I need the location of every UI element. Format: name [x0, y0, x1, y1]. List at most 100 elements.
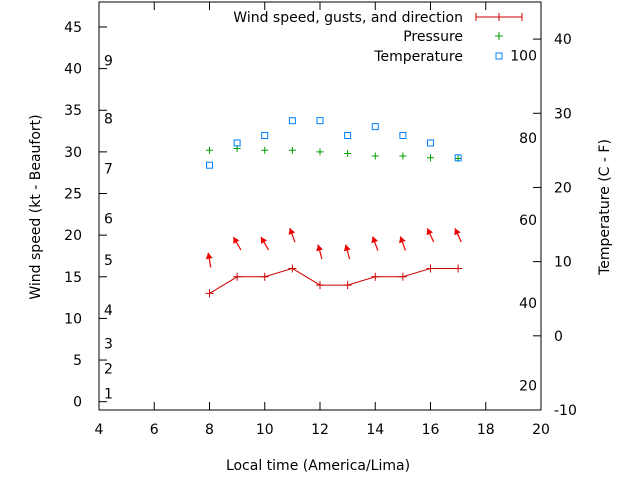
x-tick-label: 18: [477, 422, 495, 438]
y-tick-label: 30: [64, 145, 82, 161]
plot-frame: [98, 1, 542, 411]
wind-speed-point: [398, 272, 407, 281]
wind-speed-series: [205, 264, 463, 298]
arrow-head: [288, 228, 296, 235]
fahrenheit-label: 40: [519, 296, 537, 312]
wind-direction-arrow: [260, 236, 270, 251]
beaufort-label: 4: [104, 303, 113, 319]
x-tick-label: 16: [422, 422, 440, 438]
beaufort-label: 8: [104, 112, 113, 128]
temperature-point: [206, 161, 213, 169]
x-tick-label: 6: [150, 422, 159, 438]
x-tick-label: 10: [256, 422, 274, 438]
wind-speed-point: [233, 272, 242, 281]
legend-symbol-pressure: [495, 32, 503, 40]
beaufort-label: 3: [104, 336, 113, 352]
fahrenheit-label: 20: [519, 379, 537, 395]
y2-axis-ticks: -10 0 10 20 30 40: [533, 32, 577, 419]
wind-direction-arrow: [343, 244, 351, 260]
beaufort-label: 5: [104, 253, 113, 269]
wind-speed-line: [209, 267, 459, 294]
y-axis-ticks: 0 5 10 15 20 25 30 35 40 45: [64, 20, 107, 411]
pressure-point: [316, 148, 324, 156]
fahrenheit-label: 80: [519, 131, 537, 147]
beaufort-scale-labels: 1 2 3 4 5 6 7 8 9: [104, 53, 113, 402]
y-tick-label: 15: [64, 270, 82, 286]
x-tick-label: 4: [95, 422, 104, 438]
pressure-point: [261, 146, 269, 154]
y-tick-label: 45: [64, 20, 82, 36]
x-axis-ticks: 4 6 8 10 12 14 16 18 20: [95, 2, 550, 438]
x-axis-label: Local time (America/Lima): [226, 458, 410, 474]
y-tick-label: 35: [64, 103, 82, 119]
x-tick-label: 14: [366, 422, 384, 438]
y2-tick-label: 40: [554, 32, 572, 48]
legend-label-temperature: Temperature: [373, 49, 463, 65]
arrow-head: [343, 244, 351, 252]
wind-direction-arrow: [316, 244, 323, 260]
arrow-head: [205, 252, 213, 260]
wind-direction-arrow: [399, 236, 407, 251]
arrow-head: [260, 236, 268, 244]
pressure-point: [344, 150, 352, 158]
y-tick-label: 5: [73, 353, 82, 369]
y2-tick-label: 0: [554, 329, 563, 345]
wind-speed-point: [371, 272, 380, 281]
x-tick-label: 20: [532, 422, 550, 438]
temperature-point: [427, 139, 434, 147]
wind-direction-arrow: [426, 228, 435, 243]
beaufort-label: 9: [104, 53, 113, 69]
legend-label-wind: Wind speed, gusts, and direction: [233, 10, 463, 26]
wind-speed-point: [288, 264, 297, 273]
temperature-series: [206, 117, 462, 169]
arrow-head: [426, 228, 434, 236]
x-tick-label: 8: [205, 422, 214, 438]
wind-direction-arrow: [454, 228, 462, 243]
temperature-point: [344, 132, 352, 140]
pressure-point: [206, 146, 213, 154]
wind-direction-arrow: [288, 227, 296, 243]
temperature-point: [316, 117, 324, 125]
plot-border: [98, 1, 542, 411]
arrow-head: [371, 236, 379, 244]
temperature-point: [371, 123, 379, 131]
wind-direction-arrows: [205, 227, 462, 268]
y-tick-label: 10: [64, 311, 82, 327]
wind-speed-point: [316, 281, 324, 290]
fahrenheit-label: 100: [510, 48, 537, 64]
y-tick-label: 20: [64, 228, 82, 244]
pressure-point: [288, 146, 296, 154]
wind-speed-point: [260, 272, 269, 281]
arrow-head: [233, 236, 240, 244]
temperature-point: [261, 132, 269, 140]
legend-symbol-wind-ticks: [475, 13, 523, 21]
x-tick-label: 12: [311, 422, 329, 438]
wind-speed-point: [205, 289, 214, 298]
y-tick-label: 40: [64, 62, 82, 78]
legend: Wind speed, gusts, and direction Pressur…: [233, 10, 523, 65]
y2-tick-label: -10: [554, 403, 577, 419]
beaufort-label: 6: [104, 211, 113, 227]
y-axis-label: Wind speed (kt - Beaufort): [28, 114, 44, 299]
temperature-point: [399, 132, 407, 140]
beaufort-label: 7: [104, 162, 113, 178]
y-tick-label: 25: [64, 187, 82, 203]
pressure-series: [206, 145, 462, 163]
wind-direction-arrow: [232, 236, 242, 251]
temperature-point: [233, 139, 241, 147]
arrow-head: [316, 244, 323, 252]
y2-tick-label: 20: [554, 180, 572, 196]
arrow-head: [399, 236, 406, 244]
y2-tick-label: 10: [554, 255, 572, 271]
beaufort-label: 2: [104, 361, 113, 377]
pressure-point: [399, 152, 407, 160]
temperature-point: [454, 154, 462, 162]
wind-direction-arrow: [205, 252, 213, 268]
fahrenheit-label: 60: [519, 213, 537, 229]
legend-label-pressure: Pressure: [403, 29, 463, 45]
y-tick-label: 0: [73, 395, 82, 411]
wind-speed-point: [343, 281, 352, 290]
temperature-point: [288, 117, 296, 125]
wind-speed-point: [454, 264, 463, 273]
